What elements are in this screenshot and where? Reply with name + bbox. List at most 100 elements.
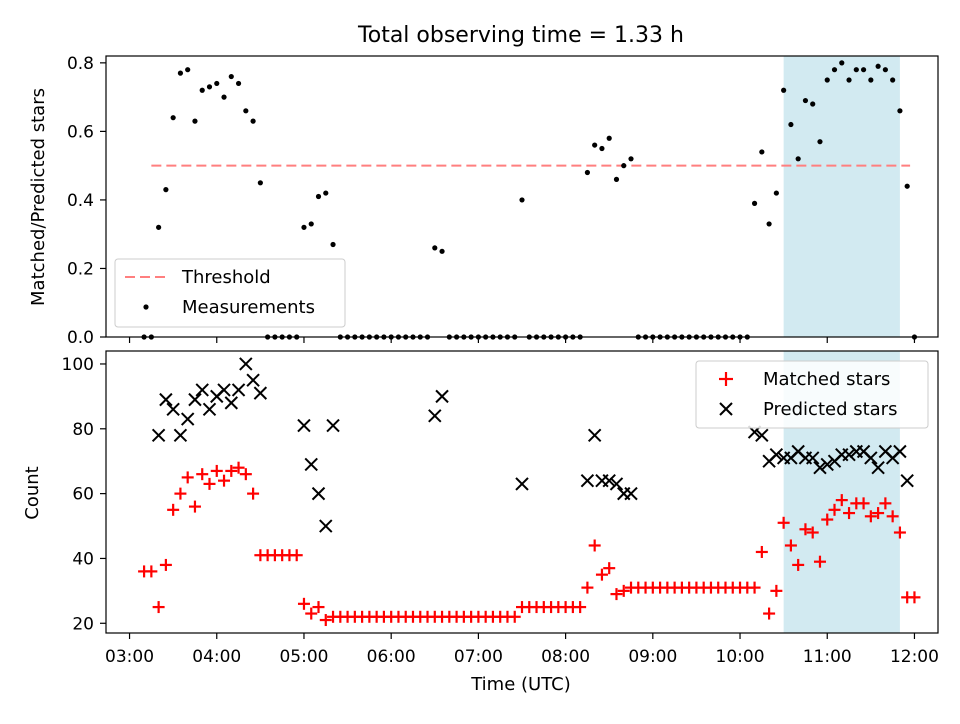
measurement-point (846, 77, 852, 83)
measurement-point (439, 248, 445, 254)
predicted-star-point (173, 428, 188, 442)
top-y-tick-label: 0.2 (67, 259, 94, 279)
predicted-star-point (805, 451, 820, 465)
top-y-tick-label: 0.8 (67, 54, 94, 74)
measurement-point (904, 183, 910, 189)
predicted-star-point (253, 386, 268, 400)
top-y-tick-label: 0.6 (67, 122, 94, 142)
predicted-star-point (900, 473, 914, 488)
matched-star-point (203, 477, 216, 490)
matched-star-point (857, 497, 870, 510)
matched-star-point (181, 471, 194, 484)
measurement-point (751, 200, 758, 206)
matched-star-point (508, 610, 521, 623)
predicted-star-point (515, 477, 529, 491)
predicted-legend-label: Predicted stars (763, 399, 897, 420)
matched-star-point (770, 584, 783, 597)
top-highlight-span (783, 56, 900, 337)
bottom-x-tick-label: 10:00 (716, 647, 765, 667)
predicted-star-point (159, 392, 173, 407)
measurement-point (817, 139, 823, 145)
predicted-star-point (769, 448, 784, 462)
matched-star-point (159, 558, 172, 571)
measurement-point (897, 108, 903, 114)
measurement-point (802, 97, 809, 104)
matched-star-point (908, 591, 921, 604)
predicted-star-point (217, 383, 231, 397)
measurement-point (584, 169, 591, 176)
predicted-star-point (820, 457, 834, 472)
measurement-point (177, 70, 184, 76)
top-legend: Threshold Measurements (114, 258, 346, 328)
bottom-x-tick-label: 11:00 (803, 647, 852, 667)
bottom-x-tick-label: 06:00 (367, 647, 416, 667)
matched-star-point (792, 558, 805, 571)
matched-star-point (828, 503, 841, 516)
matched-star-point (843, 507, 856, 520)
matched-star-point (864, 510, 877, 523)
measurement-point (606, 135, 612, 141)
matched-star-point (813, 555, 826, 568)
bottom-y-tick-label: 40 (72, 549, 94, 569)
matched-star-point (210, 464, 223, 477)
predicted-star-point (188, 392, 202, 407)
measurement-point (868, 77, 874, 83)
matched-star-point (835, 494, 848, 507)
matched-star-point (218, 474, 231, 487)
measurement-point (257, 180, 263, 186)
measurement-point (250, 118, 256, 124)
bottom-y-tick-label: 100 (62, 355, 94, 375)
matched-star-point (167, 503, 180, 516)
bottom-x-tick-label: 05:00 (279, 647, 328, 667)
predicted-legend-swatch (719, 402, 733, 416)
top-y-axis-label: Matched/Predicted stars (28, 88, 49, 306)
predicted-star-point (180, 412, 195, 426)
bottom-y-tick-label: 60 (72, 485, 94, 505)
measurement-point (795, 156, 801, 162)
measurement-point (759, 149, 765, 155)
top-x-axis (128, 337, 916, 343)
bottom-x-tick-label: 09:00 (628, 647, 677, 667)
measurement-point (185, 67, 191, 73)
matched-star-point (574, 601, 587, 614)
measurement-point (192, 118, 198, 124)
predicted-star-point (435, 389, 449, 404)
matched-star-point (239, 468, 252, 481)
matched-star-point (610, 588, 623, 601)
matched-star-point (763, 607, 776, 620)
predicted-star-point (624, 486, 638, 501)
top-y-tick-label: 0.4 (67, 191, 94, 211)
measurement-point (163, 187, 169, 193)
matched-star-point (145, 565, 158, 578)
measurement-point (831, 67, 838, 73)
matched-star-point (784, 539, 797, 552)
predicted-star-point (297, 418, 311, 433)
predicted-star-point (166, 402, 180, 417)
matched-star-point (603, 562, 616, 575)
measurement-point (621, 163, 627, 169)
matched-star-point (319, 614, 332, 627)
top-plot-frame (105, 55, 939, 338)
matched-legend-swatch (719, 372, 733, 386)
top-panel: 0.00.20.40.60.8 Matched/Predicted stars … (28, 54, 939, 348)
measurement-point (773, 190, 779, 196)
predicted-star-point (871, 460, 885, 475)
measurement-point (206, 84, 213, 90)
matched-star-point (748, 581, 761, 594)
top-legend-box (114, 258, 346, 328)
chart-title: Total observing time = 1.33 h (357, 23, 684, 48)
bottom-y-axis-label: Count (22, 466, 43, 519)
measurement-point (330, 241, 336, 248)
measurement-point (766, 221, 772, 227)
measurement-point (214, 80, 220, 87)
measurement-point (308, 221, 314, 227)
measurement-point (156, 224, 162, 230)
measurement-point (221, 94, 227, 100)
matched-star-point (297, 597, 310, 610)
predicted-star-point (893, 444, 907, 459)
measurement-point (243, 108, 249, 114)
measurement-point (592, 142, 598, 148)
bottom-legend: Matched stars Predicted stars (695, 360, 929, 429)
measurement-point (599, 145, 605, 152)
matched-star-point (755, 545, 768, 558)
